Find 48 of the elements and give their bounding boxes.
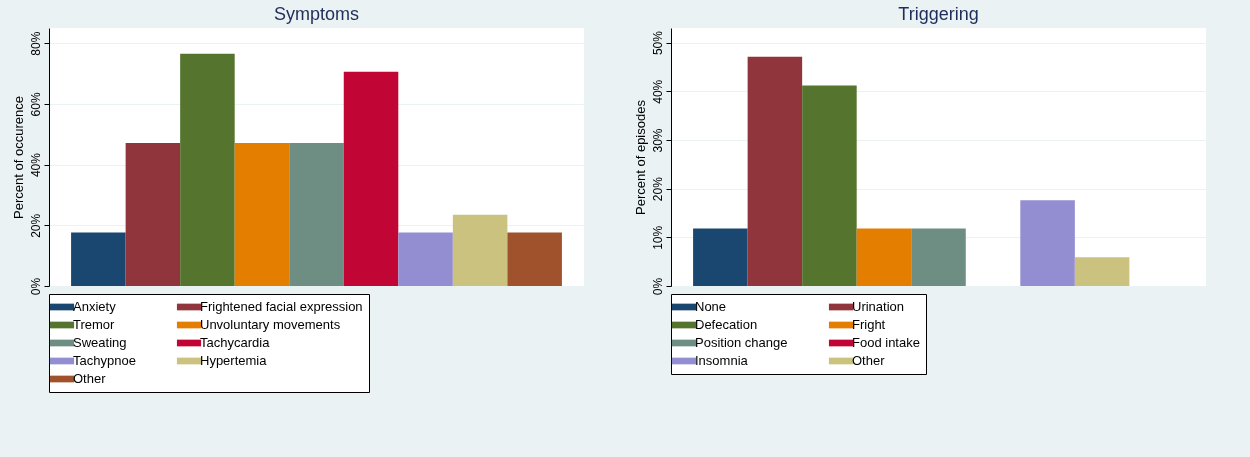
bar [289, 143, 344, 286]
y-tick-label: 30% [650, 128, 665, 153]
bar [234, 143, 290, 286]
chart-title: Triggering [898, 4, 979, 24]
legend-label: Hypertemia [200, 353, 268, 368]
legend-label: Insomnia [695, 353, 749, 368]
y-axis-title: Percent of occurence [10, 96, 26, 219]
bar [693, 228, 748, 286]
bar [71, 232, 126, 286]
legend-label: Urination [852, 299, 905, 314]
bar [1020, 200, 1075, 286]
legend-label: Unvoluntary movements [200, 317, 341, 332]
bar [125, 143, 181, 286]
y-tick-label: 10% [650, 225, 665, 250]
legend-label: Tachycardia [200, 335, 271, 350]
legend-label: Tachypnoe [73, 353, 136, 368]
legend-label: Tremor [73, 317, 116, 332]
bar [856, 228, 912, 286]
y-tick-label: 20% [650, 176, 665, 202]
y-tick-label: 0% [650, 277, 665, 296]
y-tick-label: 20% [28, 213, 43, 238]
y-tick-label: 80% [28, 31, 43, 56]
bar [343, 71, 399, 286]
legend-label: Sweating [73, 335, 127, 350]
bar [507, 232, 562, 286]
y-tick-label: 50% [650, 30, 665, 56]
legend-label: Frightened facial expression [200, 299, 363, 314]
y-tick-label: 40% [650, 79, 665, 104]
bar [911, 228, 966, 286]
legend-label: Other [73, 371, 107, 386]
legend-label: Fright [852, 317, 886, 332]
y-tick-label: 40% [28, 152, 43, 178]
bar [452, 214, 508, 286]
legend-label: Anxiety [73, 299, 117, 314]
bar [1074, 257, 1130, 286]
legend-label: Other [852, 353, 886, 368]
bar [180, 53, 235, 286]
y-tick-label: 60% [28, 92, 43, 117]
bar [747, 56, 803, 286]
chart-title: Symptoms [273, 4, 360, 24]
bar [398, 232, 453, 286]
bar [802, 85, 857, 286]
legend-label: None [695, 299, 727, 314]
legend-label: Defecation [695, 317, 758, 332]
y-tick-label: 0% [28, 277, 43, 296]
legend-label: Position change [695, 335, 788, 350]
y-axis-title: Percent of episodes [632, 99, 648, 215]
legend-label: Food intake [852, 335, 920, 350]
